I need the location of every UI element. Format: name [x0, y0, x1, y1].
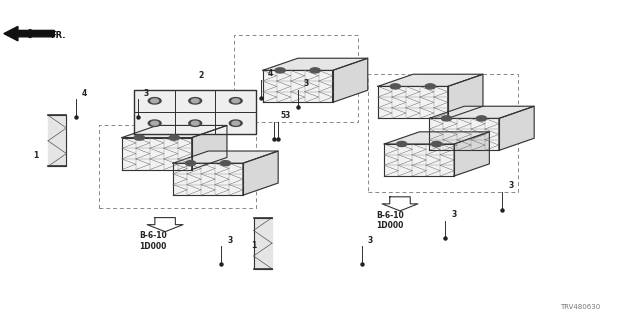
Polygon shape [429, 106, 534, 118]
Circle shape [151, 99, 159, 103]
Circle shape [169, 135, 179, 140]
Text: FR.: FR. [50, 31, 65, 40]
FancyArrow shape [4, 26, 54, 41]
Polygon shape [499, 106, 534, 150]
Circle shape [191, 121, 199, 125]
Polygon shape [378, 86, 448, 118]
Polygon shape [243, 151, 278, 195]
Polygon shape [173, 163, 243, 195]
Circle shape [186, 161, 196, 166]
Text: 1: 1 [251, 241, 256, 250]
Circle shape [189, 98, 202, 104]
Circle shape [148, 120, 161, 126]
Circle shape [232, 99, 239, 103]
Polygon shape [262, 70, 333, 102]
Circle shape [397, 141, 407, 147]
Text: 3: 3 [451, 210, 456, 219]
Text: 3: 3 [227, 236, 232, 245]
Text: TRV480630: TRV480630 [560, 304, 600, 310]
Polygon shape [175, 112, 216, 134]
Polygon shape [384, 132, 490, 144]
Polygon shape [192, 125, 227, 170]
Text: 2: 2 [198, 71, 204, 80]
Text: 3: 3 [304, 79, 309, 88]
Text: 1: 1 [33, 151, 38, 160]
Circle shape [134, 135, 145, 140]
Circle shape [310, 68, 320, 73]
Circle shape [189, 120, 202, 126]
Polygon shape [384, 144, 454, 176]
Text: 4: 4 [268, 69, 273, 78]
Text: 5: 5 [280, 111, 285, 120]
Circle shape [232, 121, 239, 125]
Circle shape [220, 161, 230, 166]
Text: 3: 3 [285, 111, 290, 120]
Polygon shape [333, 58, 368, 102]
Circle shape [425, 84, 435, 89]
Text: B-6-10: B-6-10 [376, 211, 404, 220]
Polygon shape [253, 218, 272, 269]
Polygon shape [147, 218, 183, 232]
Polygon shape [429, 118, 499, 150]
Polygon shape [216, 112, 256, 134]
Circle shape [442, 116, 452, 121]
Polygon shape [175, 90, 216, 112]
Circle shape [431, 141, 442, 147]
Circle shape [275, 68, 285, 73]
Polygon shape [122, 138, 192, 170]
Circle shape [191, 99, 199, 103]
Circle shape [229, 98, 242, 104]
Polygon shape [48, 115, 67, 166]
Polygon shape [382, 197, 418, 211]
Polygon shape [173, 151, 278, 163]
Circle shape [390, 84, 401, 89]
Polygon shape [134, 90, 175, 112]
Polygon shape [134, 112, 175, 134]
Circle shape [148, 98, 161, 104]
Text: 3: 3 [368, 236, 373, 245]
Polygon shape [122, 125, 227, 138]
Polygon shape [262, 58, 368, 70]
Polygon shape [448, 74, 483, 118]
Circle shape [151, 121, 159, 125]
Polygon shape [378, 74, 483, 86]
Text: B-6-10: B-6-10 [140, 231, 167, 240]
Circle shape [229, 120, 242, 126]
Text: 1D000: 1D000 [140, 242, 167, 251]
Circle shape [476, 116, 486, 121]
Polygon shape [454, 132, 490, 176]
Text: 3: 3 [509, 181, 514, 190]
Text: 4: 4 [82, 89, 87, 98]
Text: 3: 3 [144, 89, 149, 98]
Text: 1D000: 1D000 [376, 221, 404, 230]
Polygon shape [216, 90, 256, 112]
